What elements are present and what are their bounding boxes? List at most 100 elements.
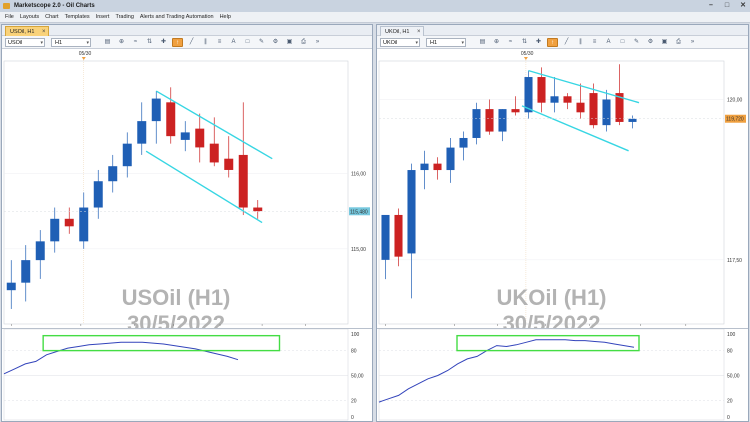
menu-templates[interactable]: Templates	[64, 14, 90, 20]
candle-body	[459, 137, 468, 148]
channel-upper-line	[528, 69, 640, 104]
oscillator-tick-label: 100	[727, 332, 736, 338]
settings-icon[interactable]: ⚙	[647, 39, 654, 45]
settings-icon[interactable]: ⚙	[272, 39, 279, 45]
shape-tool-icon[interactable]: □	[245, 39, 250, 45]
chevron-down-icon: ▾	[86, 40, 89, 46]
indicator-icon[interactable]: ≈	[133, 39, 138, 45]
chevron-down-icon: ▾	[461, 40, 464, 46]
timeframe-select[interactable]: H1 ▾	[426, 38, 466, 47]
y-tick-label: 115,00	[351, 247, 366, 253]
channel-tool-icon[interactable]: ∥	[579, 39, 582, 45]
more-icon[interactable]: »	[315, 39, 320, 45]
indicator-icon[interactable]: ≈	[508, 39, 513, 45]
symbol-select[interactable]: USOil ▾	[5, 38, 45, 47]
menu-file[interactable]: File	[5, 14, 14, 20]
candle-body	[602, 99, 611, 126]
shape-tool-icon[interactable]: □	[620, 39, 625, 45]
maximize-icon[interactable]: □	[724, 2, 730, 9]
oscillator-pane[interactable]: 100 80 50,00 20 0	[2, 328, 372, 421]
oscillator-tick-label: 100	[351, 332, 360, 338]
oscillator-tick-label: 50,00	[351, 374, 364, 380]
chart-tab-label: USOil, H1	[10, 29, 35, 35]
oscillator-pane[interactable]: 100 80 50,00 20 0	[377, 328, 748, 421]
candle-body	[433, 163, 442, 171]
menu-layouts[interactable]: Layouts	[19, 14, 40, 20]
oscillator-tick-label: 80	[727, 349, 733, 355]
channel-tool-icon[interactable]: ∥	[204, 39, 207, 45]
text-tool-icon[interactable]: A	[606, 39, 611, 45]
menu-help[interactable]: Help	[219, 14, 231, 20]
candle-body	[472, 109, 481, 138]
candle-body	[498, 109, 507, 132]
crosshair-icon[interactable]: ✚	[160, 39, 167, 45]
oscillator-tick-label: 20	[727, 398, 733, 404]
oscillator-svg[interactable]: 100 80 50,00 20 0	[377, 329, 748, 422]
candle-body	[137, 121, 147, 144]
chevron-down-icon: ▾	[40, 40, 43, 46]
pencil-icon[interactable]: ✎	[258, 39, 265, 45]
tab-close-icon[interactable]: ×	[416, 29, 421, 35]
chart-tab-label: UKOil, H1	[385, 29, 410, 35]
zoom-icon[interactable]: ⊕	[118, 39, 125, 45]
candle-body	[166, 102, 176, 137]
candle-body	[151, 98, 161, 122]
tab-close-icon[interactable]: ×	[41, 29, 46, 35]
screenshot-icon[interactable]: ▣	[286, 39, 293, 45]
candle-body	[485, 109, 494, 132]
oscillator-svg[interactable]: 100 80 50,00 20 0	[2, 329, 372, 422]
chart-tab[interactable]: UKOil, H1 ×	[380, 26, 425, 36]
screenshot-icon[interactable]: ▣	[661, 39, 668, 45]
candle-body	[180, 132, 190, 140]
price-tag	[725, 114, 746, 123]
price-tag-label: 115,480	[350, 209, 368, 215]
minimize-icon[interactable]: –	[709, 2, 713, 9]
candle-body	[511, 109, 520, 113]
price-tag-label: 119,720	[726, 117, 744, 123]
pointer-icon[interactable]: ↑	[172, 38, 183, 47]
candle-body	[108, 166, 118, 182]
print-icon[interactable]: ⎙	[301, 39, 306, 45]
crosshair-icon[interactable]: ✚	[535, 39, 542, 45]
candle-body	[407, 170, 416, 254]
line-tool-icon[interactable]: ╱	[564, 39, 569, 45]
chevron-down-icon: ▾	[415, 40, 418, 46]
close-icon[interactable]: ✕	[740, 2, 746, 9]
bar-type-icon[interactable]: ▤	[479, 39, 486, 45]
candle-body	[589, 93, 598, 126]
chart-toolbar: UKOil ▾ H1 ▾ ▤ ⊕ ≈ ⇅ ✚ ↑ ╱ ∥ ≡ A □ ✎ ⚙	[377, 36, 748, 49]
menu-alerts[interactable]: Alerts and Trading Automation	[139, 14, 214, 20]
menu-chart[interactable]: Chart	[45, 14, 59, 20]
plot-area	[378, 60, 725, 325]
candle-body	[35, 241, 45, 261]
oscillator-tick-label: 80	[351, 349, 357, 355]
more-icon[interactable]: »	[690, 39, 695, 45]
oscillator-tick-label: 20	[351, 398, 357, 404]
pointer-icon[interactable]: ↑	[547, 38, 558, 47]
app-logo-icon	[3, 3, 10, 9]
chart-panel-left: USOil, H1 × USOil ▾ H1 ▾ ▤ ⊕ ≈ ⇅ ✚ ↑ ╱ ∥	[1, 24, 373, 422]
text-tool-icon[interactable]: A	[231, 39, 236, 45]
bar-type-icon[interactable]: ▤	[104, 39, 111, 45]
line-tool-icon[interactable]: ╱	[189, 39, 194, 45]
symbol-select[interactable]: UKOil ▾	[380, 38, 420, 47]
date-marker-label: 05/30	[521, 51, 534, 57]
pencil-icon[interactable]: ✎	[633, 39, 640, 45]
candle-body	[615, 93, 624, 122]
fibonacci-icon[interactable]: ≡	[592, 39, 597, 45]
menu-trading[interactable]: Trading	[115, 14, 134, 20]
print-icon[interactable]: ⎙	[676, 39, 681, 45]
menu-insert[interactable]: Insert	[95, 14, 110, 20]
zoom-icon[interactable]: ⊕	[493, 39, 500, 45]
trade-icon[interactable]: ⇅	[521, 39, 528, 45]
trade-icon[interactable]: ⇅	[146, 39, 153, 45]
chart-tab-bar: USOil, H1 ×	[2, 25, 372, 36]
timeframe-select[interactable]: H1 ▾	[51, 38, 91, 47]
fibonacci-icon[interactable]: ≡	[217, 39, 222, 45]
chart-tab[interactable]: USOil, H1 ×	[5, 26, 50, 36]
candle-body	[224, 158, 234, 170]
